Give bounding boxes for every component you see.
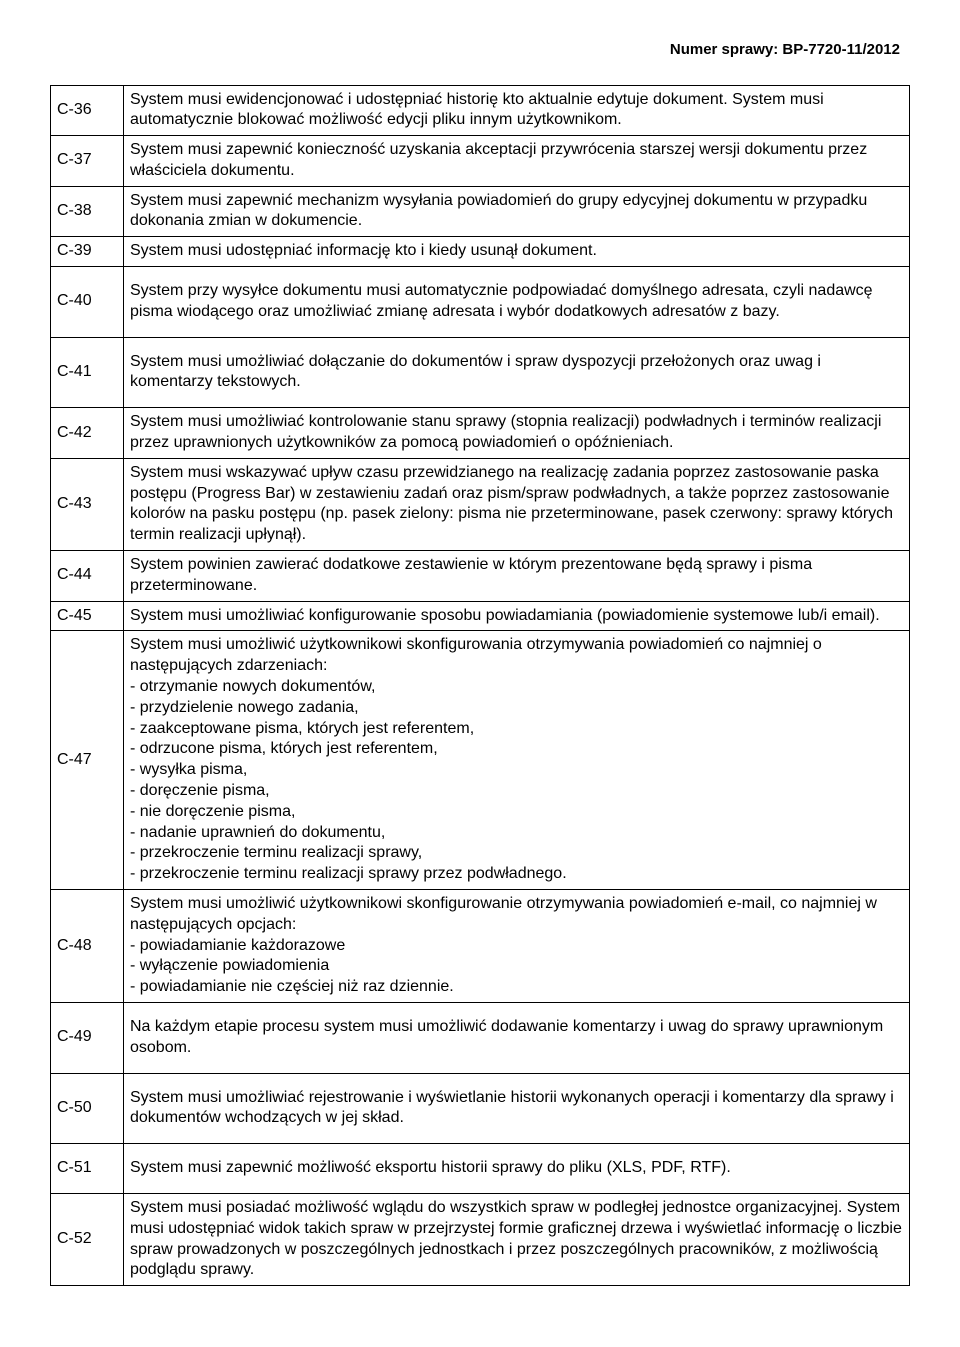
req-id: C-49 [51, 1002, 124, 1073]
req-id: C-51 [51, 1144, 124, 1194]
table-row: C-47System musi umożliwić użytkownikowi … [51, 631, 910, 890]
req-id: C-36 [51, 85, 124, 136]
table-row: C-43System musi wskazywać upływ czasu pr… [51, 458, 910, 550]
req-id: C-42 [51, 408, 124, 459]
req-description: System musi umożliwiać kontrolowanie sta… [124, 408, 910, 459]
req-description: System musi umożliwiać rejestrowanie i w… [124, 1073, 910, 1144]
req-id: C-47 [51, 631, 124, 890]
table-row: C-48System musi umożliwić użytkownikowi … [51, 890, 910, 1003]
req-id: C-52 [51, 1193, 124, 1285]
table-row: C-49Na każdym etapie procesu system musi… [51, 1002, 910, 1073]
req-id: C-41 [51, 337, 124, 408]
table-row: C-39System musi udostępniać informację k… [51, 237, 910, 267]
req-description: System musi umożliwiać dołączanie do dok… [124, 337, 910, 408]
table-row: C-40System przy wysyłce dokumentu musi a… [51, 267, 910, 338]
req-description: System musi wskazywać upływ czasu przewi… [124, 458, 910, 550]
req-description: System musi posiadać możliwość wglądu do… [124, 1193, 910, 1285]
table-row: C-42System musi umożliwiać kontrolowanie… [51, 408, 910, 459]
table-row: C-50System musi umożliwiać rejestrowanie… [51, 1073, 910, 1144]
table-row: C-36System musi ewidencjonować i udostęp… [51, 85, 910, 136]
req-description: System musi zapewnić mechanizm wysyłania… [124, 186, 910, 237]
table-row: C-45System musi umożliwiać konfigurowani… [51, 601, 910, 631]
req-description: System musi ewidencjonować i udostępniać… [124, 85, 910, 136]
req-description: System przy wysyłce dokumentu musi autom… [124, 267, 910, 338]
req-id: C-48 [51, 890, 124, 1003]
req-id: C-38 [51, 186, 124, 237]
req-description: System musi udostępniać informację kto i… [124, 237, 910, 267]
req-description: System musi zapewnić możliwość eksportu … [124, 1144, 910, 1194]
req-description: System musi umożliwić użytkownikowi skon… [124, 890, 910, 1003]
req-description: System powinien zawierać dodatkowe zesta… [124, 551, 910, 602]
table-row: C-52System musi posiadać możliwość wgląd… [51, 1193, 910, 1285]
req-id: C-44 [51, 551, 124, 602]
case-number: Numer sprawy: BP-7720-11/2012 [50, 40, 910, 60]
req-description: Na każdym etapie procesu system musi umo… [124, 1002, 910, 1073]
req-description: System musi umożliwiać konfigurowanie sp… [124, 601, 910, 631]
req-id: C-50 [51, 1073, 124, 1144]
req-description: System musi umożliwić użytkownikowi skon… [124, 631, 910, 890]
req-id: C-37 [51, 136, 124, 187]
req-id: C-40 [51, 267, 124, 338]
table-row: C-38System musi zapewnić mechanizm wysył… [51, 186, 910, 237]
table-row: C-51System musi zapewnić możliwość ekspo… [51, 1144, 910, 1194]
req-id: C-43 [51, 458, 124, 550]
requirements-table: C-36System musi ewidencjonować i udostęp… [50, 85, 910, 1287]
req-id: C-39 [51, 237, 124, 267]
req-description: System musi zapewnić konieczność uzyskan… [124, 136, 910, 187]
table-row: C-37System musi zapewnić konieczność uzy… [51, 136, 910, 187]
table-row: C-44System powinien zawierać dodatkowe z… [51, 551, 910, 602]
table-row: C-41System musi umożliwiać dołączanie do… [51, 337, 910, 408]
req-id: C-45 [51, 601, 124, 631]
